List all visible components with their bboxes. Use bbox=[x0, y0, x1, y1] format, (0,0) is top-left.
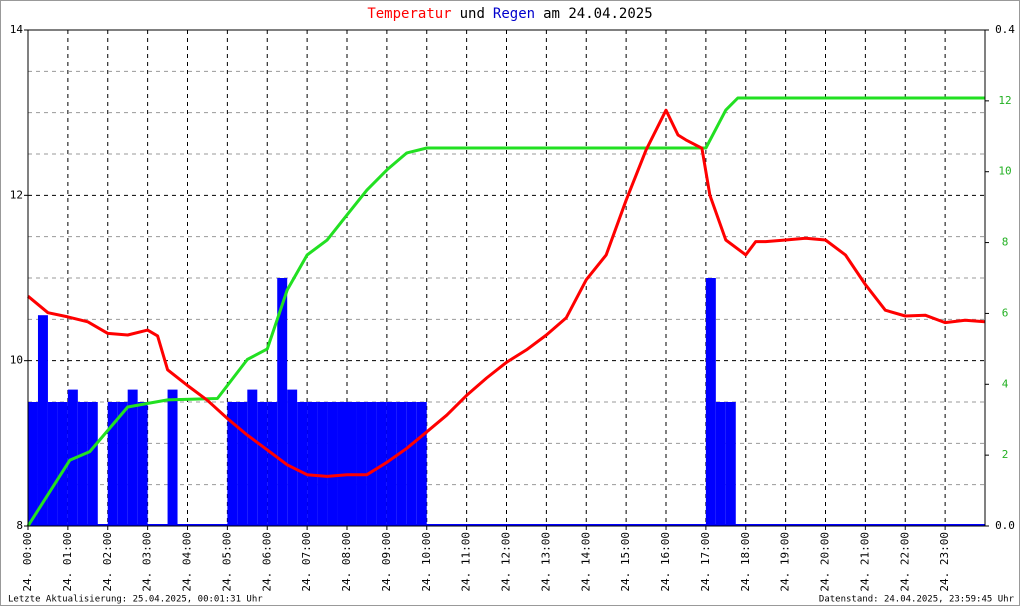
rain-bar bbox=[227, 402, 238, 526]
rain-bar bbox=[57, 402, 68, 526]
x-tick-label: 24. 00:00 bbox=[21, 532, 34, 592]
rain-bar bbox=[77, 402, 88, 526]
rain-bar bbox=[47, 402, 58, 526]
x-tick-label: 24. 04:00 bbox=[181, 532, 194, 592]
rain-bar bbox=[297, 402, 308, 526]
footer-left: Letzte Aktualisierung: 25.04.2025, 00:01… bbox=[8, 595, 263, 605]
x-tick-label: 24. 13:00 bbox=[539, 532, 552, 592]
line-line-2 bbox=[27, 108, 986, 478]
y-tick-label: 8 bbox=[16, 519, 23, 532]
rain-bar bbox=[715, 402, 726, 526]
title-part: Regen bbox=[493, 6, 535, 22]
x-tick-label: 24. 16:00 bbox=[659, 532, 672, 592]
rain-bar bbox=[337, 402, 347, 526]
rain-bar bbox=[127, 389, 138, 526]
y2-tick-label: 8 bbox=[1002, 236, 1009, 249]
rain-bar bbox=[277, 278, 288, 526]
rain-bar bbox=[107, 402, 118, 526]
x-tick-label: 24. 01:00 bbox=[61, 532, 74, 592]
rain-bar bbox=[396, 402, 407, 526]
title-part: und bbox=[460, 6, 485, 22]
y2-tick-label: 2 bbox=[1002, 448, 1009, 461]
x-tick-label: 24. 02:00 bbox=[101, 532, 114, 592]
rain-bar bbox=[307, 402, 318, 526]
rain-bar bbox=[37, 315, 48, 526]
line-line-1 bbox=[26, 96, 985, 527]
title-part: am 24.04.2025 bbox=[543, 6, 653, 22]
rain-bar bbox=[705, 278, 716, 526]
rain-bar bbox=[327, 402, 338, 526]
plot-frame bbox=[27, 29, 986, 527]
rain-bar bbox=[386, 402, 397, 526]
rain-bar bbox=[356, 402, 367, 526]
y-tick-label: 10 bbox=[10, 354, 23, 367]
y3-tick-label: 0.0 bbox=[995, 519, 1015, 532]
x-tick-label: 24. 18:00 bbox=[739, 532, 752, 592]
x-tick-label: 24. 23:00 bbox=[938, 532, 951, 592]
x-tick-label: 24. 12:00 bbox=[500, 532, 513, 592]
rain-bar bbox=[87, 402, 98, 526]
x-tick-label: 24. 14:00 bbox=[579, 532, 592, 592]
y-tick-label: 12 bbox=[10, 188, 23, 201]
y-tick-label: 14 bbox=[10, 23, 24, 36]
x-tick-label: 24. 21:00 bbox=[858, 532, 871, 592]
y2-tick-label: 4 bbox=[1002, 377, 1009, 390]
y3-tick-label: 0.4 bbox=[995, 23, 1015, 36]
x-tick-label: 24. 11:00 bbox=[460, 532, 473, 592]
rain-bar bbox=[28, 402, 38, 526]
x-tick-label: 24. 22:00 bbox=[898, 532, 911, 592]
rain-bar bbox=[267, 402, 278, 526]
x-tick-label: 24. 03:00 bbox=[141, 532, 154, 592]
x-tick-label: 24. 19:00 bbox=[779, 532, 792, 592]
rain-bar bbox=[247, 389, 258, 526]
x-tick-label: 24. 09:00 bbox=[380, 532, 393, 592]
x-tick-label: 24. 15:00 bbox=[619, 532, 632, 592]
rain-bar bbox=[287, 389, 298, 526]
rain-bar bbox=[725, 402, 736, 526]
y2-tick-label: 10 bbox=[998, 165, 1011, 178]
x-tick-label: 24. 07:00 bbox=[300, 532, 313, 592]
x-tick-label: 24. 08:00 bbox=[340, 532, 353, 592]
x-tick-label: 24. 20:00 bbox=[819, 532, 832, 592]
footer-right: Datenstand: 24.04.2025, 23:59:45 Uhr bbox=[819, 595, 1015, 605]
x-tick-label: 24. 06:00 bbox=[260, 532, 273, 592]
rain-bar bbox=[347, 402, 357, 526]
title-part: Temperatur bbox=[367, 6, 451, 22]
rain-bar bbox=[117, 402, 128, 526]
rain-bar bbox=[416, 402, 427, 526]
rain-bar bbox=[137, 402, 148, 526]
rain-bar bbox=[317, 402, 328, 526]
rain-bar bbox=[167, 389, 178, 526]
x-tick-label: 24. 10:00 bbox=[420, 532, 433, 592]
rain-bar bbox=[366, 402, 377, 526]
rain-bar bbox=[406, 402, 417, 526]
x-tick-label: 24. 17:00 bbox=[699, 532, 712, 592]
rain-bar bbox=[237, 402, 248, 526]
chart-title: Temperatur und Regen am 24.04.2025 bbox=[367, 6, 652, 22]
x-tick-label: 24. 05:00 bbox=[220, 532, 233, 592]
y2-tick-label: 12 bbox=[998, 94, 1011, 107]
y2-tick-label: 6 bbox=[1002, 306, 1009, 319]
rain-bar bbox=[257, 402, 268, 526]
